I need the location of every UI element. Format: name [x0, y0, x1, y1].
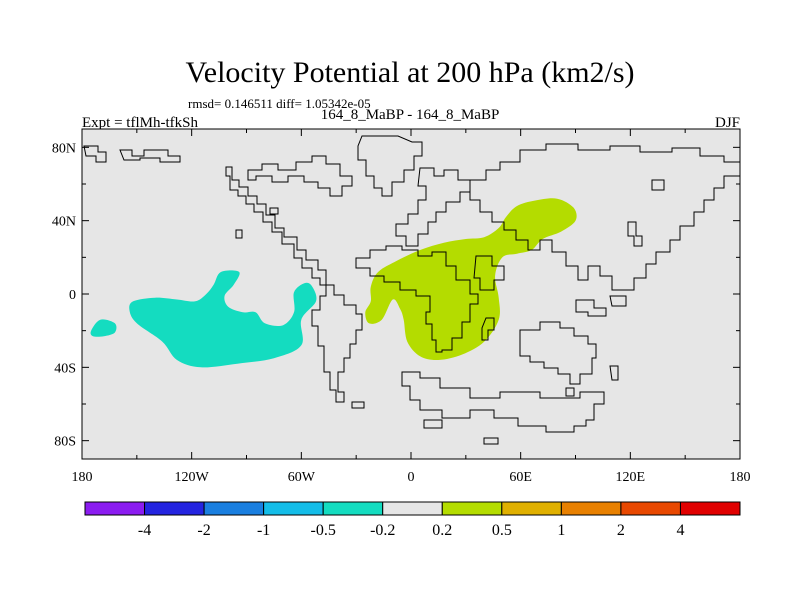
- y-tick-label: 0: [69, 288, 76, 303]
- colorbar-label: -0.2: [370, 522, 395, 539]
- negative-anomaly-east-pacific: [129, 270, 317, 368]
- colorbar-bin: [620, 501, 681, 516]
- coastline-australia: [519, 321, 597, 385]
- coastline-new-zealand-tasmania: [565, 365, 619, 397]
- coastline-japan-sea-islands: [627, 179, 665, 247]
- colorbar-label: 0.5: [492, 522, 512, 539]
- colorbar-bin: [382, 501, 443, 516]
- colorbar-bin: [501, 501, 562, 516]
- colorbar-bin: [560, 501, 622, 516]
- x-tick-label: 180: [72, 470, 93, 485]
- colorbar: -4 -2 -1 -0.5 -0.2 0.2 0.5 1 2 4: [84, 501, 741, 539]
- coastline-greenland: [357, 135, 423, 197]
- shaded-regions: [90, 198, 577, 368]
- coastline-islands-atlantic: [235, 207, 279, 239]
- coastline-antarctic-islands: [423, 419, 499, 445]
- colorbar-label: -1: [257, 522, 270, 539]
- y-tick-label: 80N: [52, 141, 76, 156]
- subtitle: 164_8_MaBP - 164_8_MaBP: [321, 107, 500, 123]
- y-tick-label: 40N: [52, 215, 76, 230]
- coastline-arctic-islands: [119, 149, 181, 163]
- negative-anomaly-southwest-pacific: [90, 319, 117, 337]
- y-tick-label: 80S: [54, 435, 76, 450]
- right-label: DJF: [715, 115, 740, 131]
- colorbar-label: 2: [617, 522, 625, 539]
- stats-line: rmsd= 0.146511 diff= 1.05342e-05: [188, 96, 371, 111]
- colorbar-bin: [144, 501, 205, 516]
- colorbar-label: 4: [676, 522, 684, 539]
- coastlines: [83, 135, 741, 445]
- map-panel: 180 120W 60W 0 60E 120E 180 80N 40N 0 40S 80S: [52, 128, 751, 485]
- coastline-africa: [355, 245, 479, 353]
- x-tick-label: 0: [408, 470, 415, 485]
- positive-anomaly-africa-asia: [365, 198, 577, 361]
- colorbar-bin: [322, 501, 384, 516]
- x-tick-label: 180: [730, 470, 751, 485]
- colorbar-bin: [203, 501, 265, 516]
- chart-title: Velocity Potential at 200 hPa (km2/s): [185, 56, 634, 89]
- coastline-asia: [469, 143, 741, 291]
- coastline-north-america: [225, 166, 327, 286]
- colorbar-bin: [679, 501, 741, 516]
- colorbar-label: 0.2: [432, 522, 452, 539]
- colorbar-bin: [84, 501, 146, 516]
- colorbar-label: -4: [138, 522, 151, 539]
- y-tick-label: 40S: [54, 361, 76, 376]
- coastline-south-america: [311, 284, 363, 403]
- coastline-antarctica: [401, 371, 605, 433]
- coastline-europe: [395, 167, 471, 247]
- colorbar-bin: [263, 501, 324, 516]
- coastline-madagascar: [481, 317, 495, 341]
- coastline-canada-arctic: [247, 155, 353, 197]
- colorbar-label: -0.5: [311, 522, 336, 539]
- colorbar-label: -2: [197, 522, 210, 539]
- x-tick-label: 60E: [509, 470, 532, 485]
- colorbar-label: 1: [557, 522, 565, 539]
- coastline-alaska: [83, 145, 107, 163]
- x-tick-label: 120W: [175, 470, 210, 485]
- left-label: Expt = tflMh-tfkSh: [82, 115, 198, 131]
- x-tick-label: 60W: [288, 470, 316, 485]
- axis-ticks: 180 120W 60W 0 60E 120E 180 80N 40N 0 40S 80S: [52, 129, 751, 485]
- coastline-falklands: [351, 401, 365, 409]
- x-tick-label: 120E: [616, 470, 646, 485]
- coastline-arabia: [473, 255, 505, 291]
- colorbar-bin: [441, 501, 503, 516]
- coastline-maritime-continent: [575, 295, 627, 317]
